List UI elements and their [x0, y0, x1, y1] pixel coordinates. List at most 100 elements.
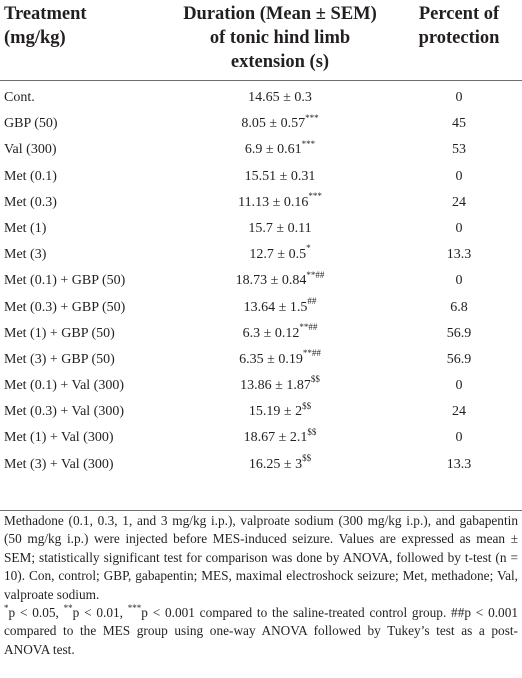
table-row: Val (300) 6.9 ± 0.61*** 53 [0, 137, 522, 163]
significance-mark: $$ [302, 452, 312, 463]
table-row: Met (0.3) + GBP (50) 13.64 ± 1.5## 6.8 [0, 295, 522, 321]
cell-treatment: Met (0.1) [4, 168, 57, 184]
duration-value: 18.67 ± 2.1 [243, 430, 308, 446]
data-table: Treatment (mg/kg) Duration (Mean ± SEM) … [0, 0, 522, 657]
significance-mark: **## [302, 348, 321, 359]
table-row: Met (3) + Val (300) 16.25 ± 3$$ 13.3 [0, 452, 522, 478]
cell-protection: 24 [452, 194, 466, 210]
cell-treatment: Met (1) [4, 220, 47, 236]
cell-protection: 0 [455, 430, 463, 446]
sig-text: p < 0.05, [8, 605, 64, 621]
cell-treatment: Met (3) + Val (300) [4, 456, 114, 472]
cell-treatment: Met (1) + GBP (50) [4, 325, 115, 341]
table-bottom-rule [0, 510, 522, 511]
cell-duration: 13.86 ± 1.87$$ [165, 373, 395, 399]
cell-treatment: Met (0.3) + GBP (50) [4, 299, 126, 315]
cell-treatment: Val (300) [4, 142, 57, 158]
duration-value: 6.3 ± 0.12 [242, 325, 300, 341]
cell-protection: 53 [452, 142, 466, 158]
duration-value: 11.13 ± 0.16 [238, 194, 309, 210]
cell-protection: 0 [455, 378, 463, 394]
cell-treatment: Met (0.1) + GBP (50) [4, 273, 126, 289]
cell-treatment: Met (3) [4, 247, 47, 263]
cell-duration: 6.35 ± 0.19**## [165, 347, 395, 373]
cell-duration: 15.19 ± 2$$ [165, 399, 395, 425]
table-row: Met (3) + GBP (50) 6.35 ± 0.19**## 56.9 [0, 347, 522, 373]
significance-mark: ## [307, 295, 317, 306]
sig-mark: * [4, 602, 9, 613]
cell-protection: 56.9 [446, 325, 472, 341]
significance-mark: **## [306, 269, 325, 280]
header-treatment-line: Treatment [4, 4, 87, 24]
header-treatment: Treatment (mg/kg) [4, 2, 154, 50]
cell-protection: 0 [455, 220, 463, 236]
table-row: Met (0.1) 15.51 ± 0.31 0 [0, 164, 522, 190]
cell-duration: 6.3 ± 0.12**## [165, 321, 395, 347]
cell-duration: 18.73 ± 0.84**## [165, 268, 395, 294]
table-header: Treatment (mg/kg) Duration (Mean ± SEM) … [0, 0, 522, 80]
header-duration: Duration (Mean ± SEM) of tonic hind limb… [165, 2, 395, 74]
footnote-significance: *p < 0.05, **p < 0.01, ***p < 0.001 comp… [4, 602, 519, 659]
table-row: Met (1) 15.7 ± 0.11 0 [0, 216, 522, 242]
cell-protection: 56.9 [446, 351, 472, 367]
cell-protection: 0 [455, 168, 463, 184]
sig-text: p < 0.001 compared to the saline-treated… [4, 605, 519, 657]
cell-protection: 0 [455, 90, 463, 105]
table-row: Met (3) 12.7 ± 0.5* 13.3 [0, 242, 522, 268]
header-protection-line: protection [418, 28, 500, 48]
cell-duration: 6.9 ± 0.61*** [165, 137, 395, 163]
cell-treatment: Met (0.3) [4, 194, 57, 210]
duration-value: 15.7 ± 0.11 [248, 220, 312, 236]
duration-value: 13.86 ± 1.87 [240, 378, 311, 394]
significance-mark: **## [299, 322, 318, 333]
significance-mark: $$ [302, 400, 312, 411]
header-rule [0, 80, 522, 81]
table-row: Met (0.1) + GBP (50) 18.73 ± 0.84**## 0 [0, 268, 522, 294]
table-row: Met (0.1) + Val (300) 13.86 ± 1.87$$ 0 [0, 373, 522, 399]
cell-treatment: Met (0.1) + Val (300) [4, 378, 125, 394]
header-treatment-line: (mg/kg) [4, 28, 66, 48]
cell-protection: 24 [452, 404, 466, 420]
duration-value: 18.73 ± 0.84 [235, 273, 307, 289]
cell-duration: 15.51 ± 0.31 [165, 164, 395, 190]
cell-protection: 45 [452, 116, 466, 132]
duration-value: 15.51 ± 0.31 [244, 168, 316, 184]
table-row: Met (0.3) + Val (300) 15.19 ± 2$$ 24 [0, 399, 522, 425]
cell-duration: 18.67 ± 2.1$$ [165, 425, 395, 451]
cell-protection: 13.3 [446, 456, 472, 472]
cell-duration: 14.65 ± 0.3 [165, 85, 395, 111]
header-protection: Percent of protection [400, 2, 518, 50]
header-duration-line: extension (s) [230, 52, 330, 72]
table-row: Cont. 14.65 ± 0.3 0 [0, 85, 522, 111]
header-duration-line: Duration (Mean ± SEM) [183, 4, 377, 24]
cell-protection: 0 [455, 273, 463, 289]
duration-value: 8.05 ± 0.57 [241, 116, 306, 132]
cell-treatment: Met (3) + GBP (50) [4, 351, 115, 367]
header-protection-line: Percent of [418, 4, 500, 24]
duration-value: 16.25 ± 3 [248, 456, 303, 472]
cell-treatment: Met (1) + Val (300) [4, 430, 114, 446]
duration-value: 14.65 ± 0.3 [248, 90, 312, 105]
cell-duration: 15.7 ± 0.11 [165, 216, 395, 242]
cell-duration: 16.25 ± 3$$ [165, 452, 395, 478]
table-body: Cont. 14.65 ± 0.3 0 GBP (50) 8.05 ± 0.57***… [0, 85, 522, 478]
significance-mark: $$ [307, 426, 317, 437]
cell-treatment: Met (0.3) + Val (300) [4, 404, 125, 420]
cell-duration: 8.05 ± 0.57*** [165, 111, 395, 137]
cell-treatment: Cont. [4, 90, 35, 105]
cell-duration: 11.13 ± 0.16*** [165, 190, 395, 216]
significance-mark: $$ [310, 374, 320, 385]
sig-mark: ** [63, 602, 73, 613]
duration-value: 6.9 ± 0.61 [244, 142, 302, 158]
sig-mark: *** [127, 602, 142, 613]
table-row: Met (1) + Val (300) 18.67 ± 2.1$$ 0 [0, 425, 522, 451]
significance-mark: *** [301, 138, 316, 149]
significance-mark: *** [308, 191, 322, 202]
cell-duration: 12.7 ± 0.5* [165, 242, 395, 268]
table-footnotes: Methadone (0.1, 0.3, 1, and 3 mg/kg i.p.… [4, 512, 518, 659]
significance-mark: * [306, 243, 311, 254]
table-row: GBP (50) 8.05 ± 0.57*** 45 [0, 111, 522, 137]
cell-duration: 13.64 ± 1.5## [165, 295, 395, 321]
sig-text: p < 0.01, [72, 605, 128, 621]
footnote-description: Methadone (0.1, 0.3, 1, and 3 mg/kg i.p.… [4, 513, 518, 602]
